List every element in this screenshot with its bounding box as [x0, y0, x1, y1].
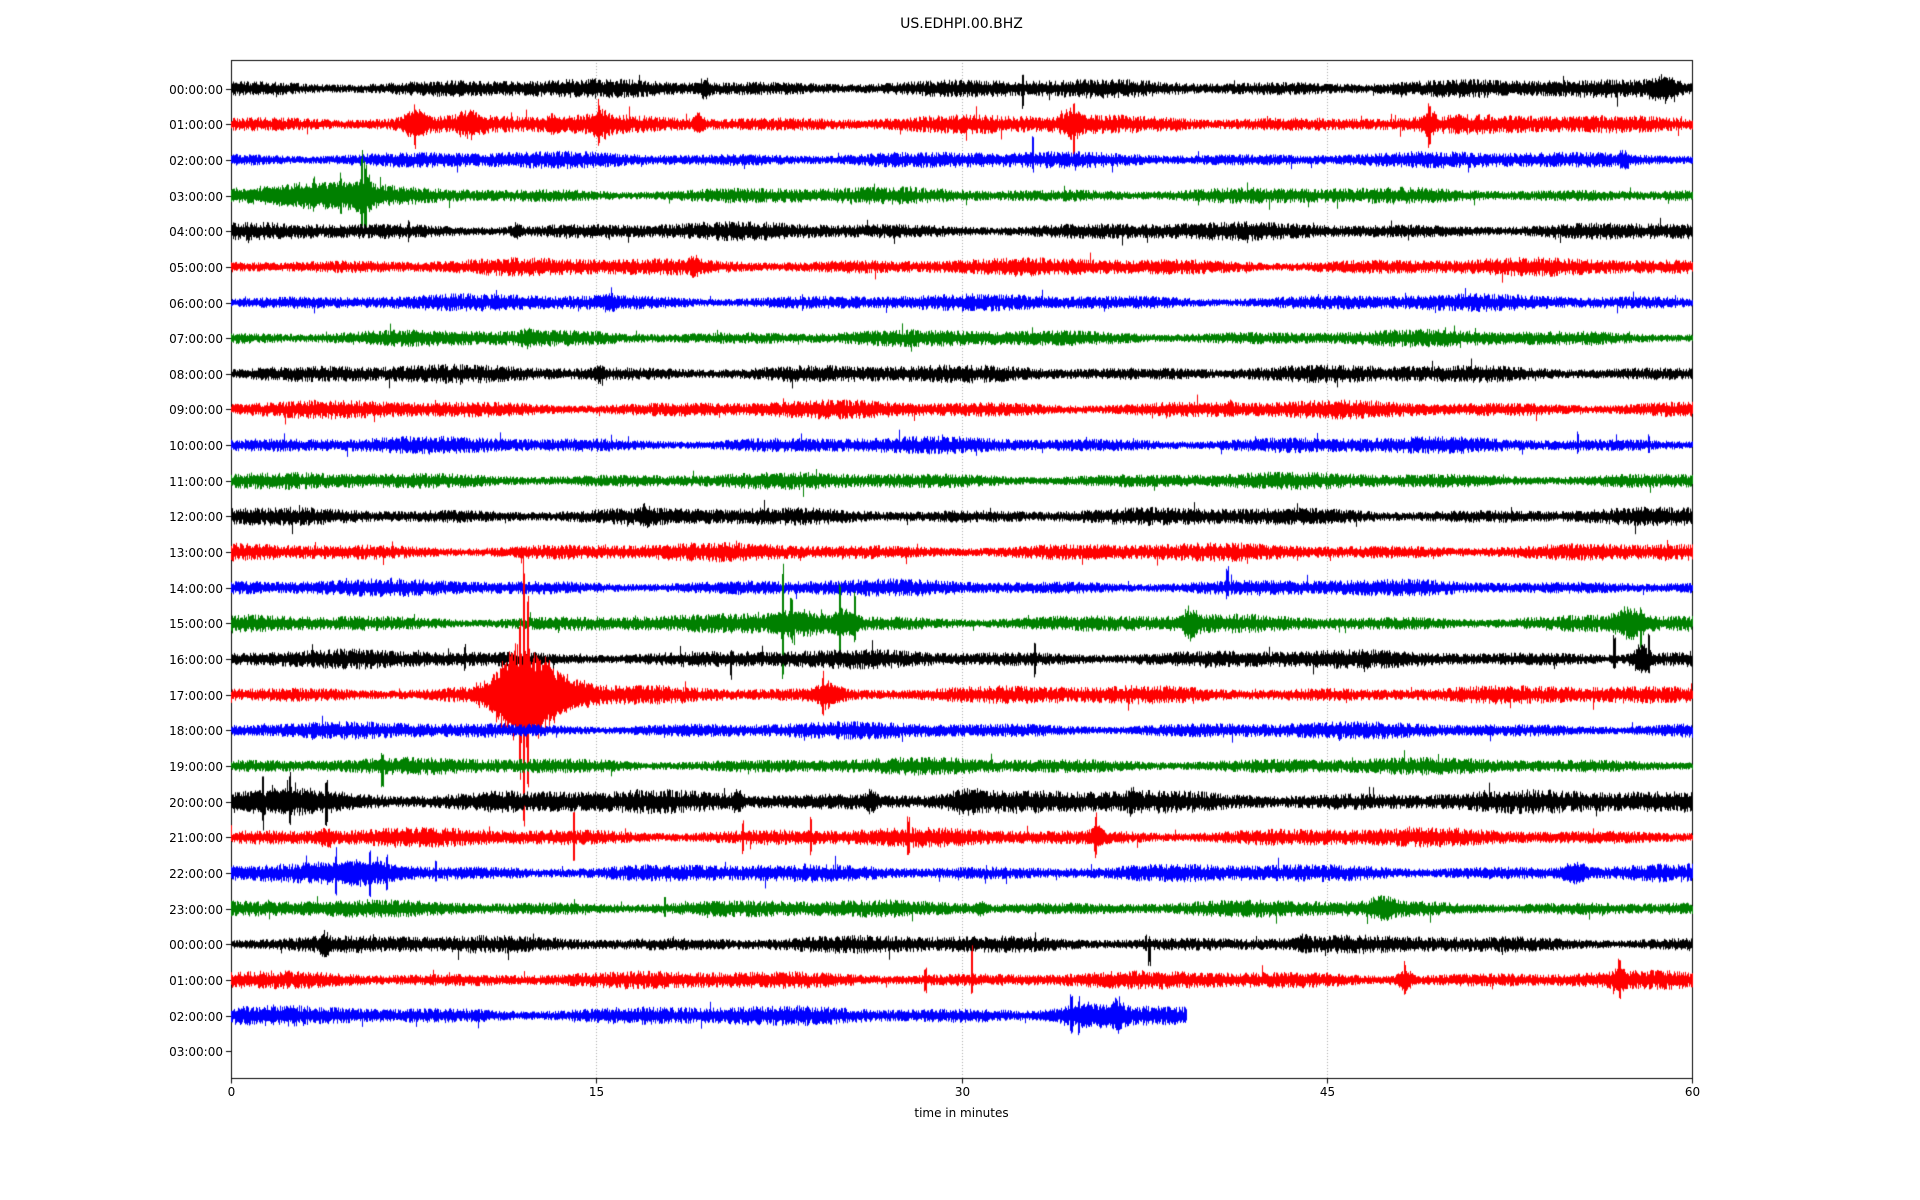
- y-tick-label: 10:00:00: [169, 438, 223, 453]
- y-tick-label: 01:00:00: [169, 973, 223, 988]
- y-tick-label: 22:00:00: [169, 866, 223, 881]
- y-tick-label: 02:00:00: [169, 1009, 223, 1024]
- x-tick-label: 0: [227, 1085, 236, 1099]
- y-tick-label: 03:00:00: [169, 1044, 223, 1059]
- y-tick-label: 01:00:00: [169, 117, 223, 132]
- y-tick-label: 00:00:00: [169, 82, 223, 97]
- y-tick-label: 07:00:00: [169, 331, 223, 346]
- y-tick-label: 08:00:00: [169, 367, 223, 382]
- x-axis-label: time in minutes: [914, 1106, 1009, 1120]
- y-tick-label: 16:00:00: [169, 652, 223, 667]
- y-tick-label: 14:00:00: [169, 581, 223, 596]
- y-tick-label: 20:00:00: [169, 795, 223, 810]
- x-tick-label: 15: [588, 1085, 605, 1099]
- y-tick-label: 13:00:00: [169, 545, 223, 560]
- x-tick-label: 45: [1319, 1085, 1336, 1099]
- y-tick-label: 04:00:00: [169, 224, 223, 239]
- y-tick-label: 06:00:00: [169, 296, 223, 311]
- y-tick-label: 03:00:00: [169, 189, 223, 204]
- y-tick-label: 15:00:00: [169, 616, 223, 631]
- y-tick-label: 09:00:00: [169, 402, 223, 417]
- y-tick-label: 05:00:00: [169, 260, 223, 275]
- y-tick-label: 00:00:00: [169, 937, 223, 952]
- y-tick-label: 19:00:00: [169, 759, 223, 774]
- y-tick-label: 18:00:00: [169, 723, 223, 738]
- y-tick-label: 23:00:00: [169, 902, 223, 917]
- y-tick-label: 11:00:00: [169, 474, 223, 489]
- y-tick-label: 12:00:00: [169, 509, 223, 524]
- y-tick-label: 17:00:00: [169, 688, 223, 703]
- x-tick-label: 60: [1684, 1085, 1701, 1099]
- y-tick-label: 02:00:00: [169, 153, 223, 168]
- x-tick-label: 30: [954, 1085, 971, 1099]
- y-tick-label: 21:00:00: [169, 830, 223, 845]
